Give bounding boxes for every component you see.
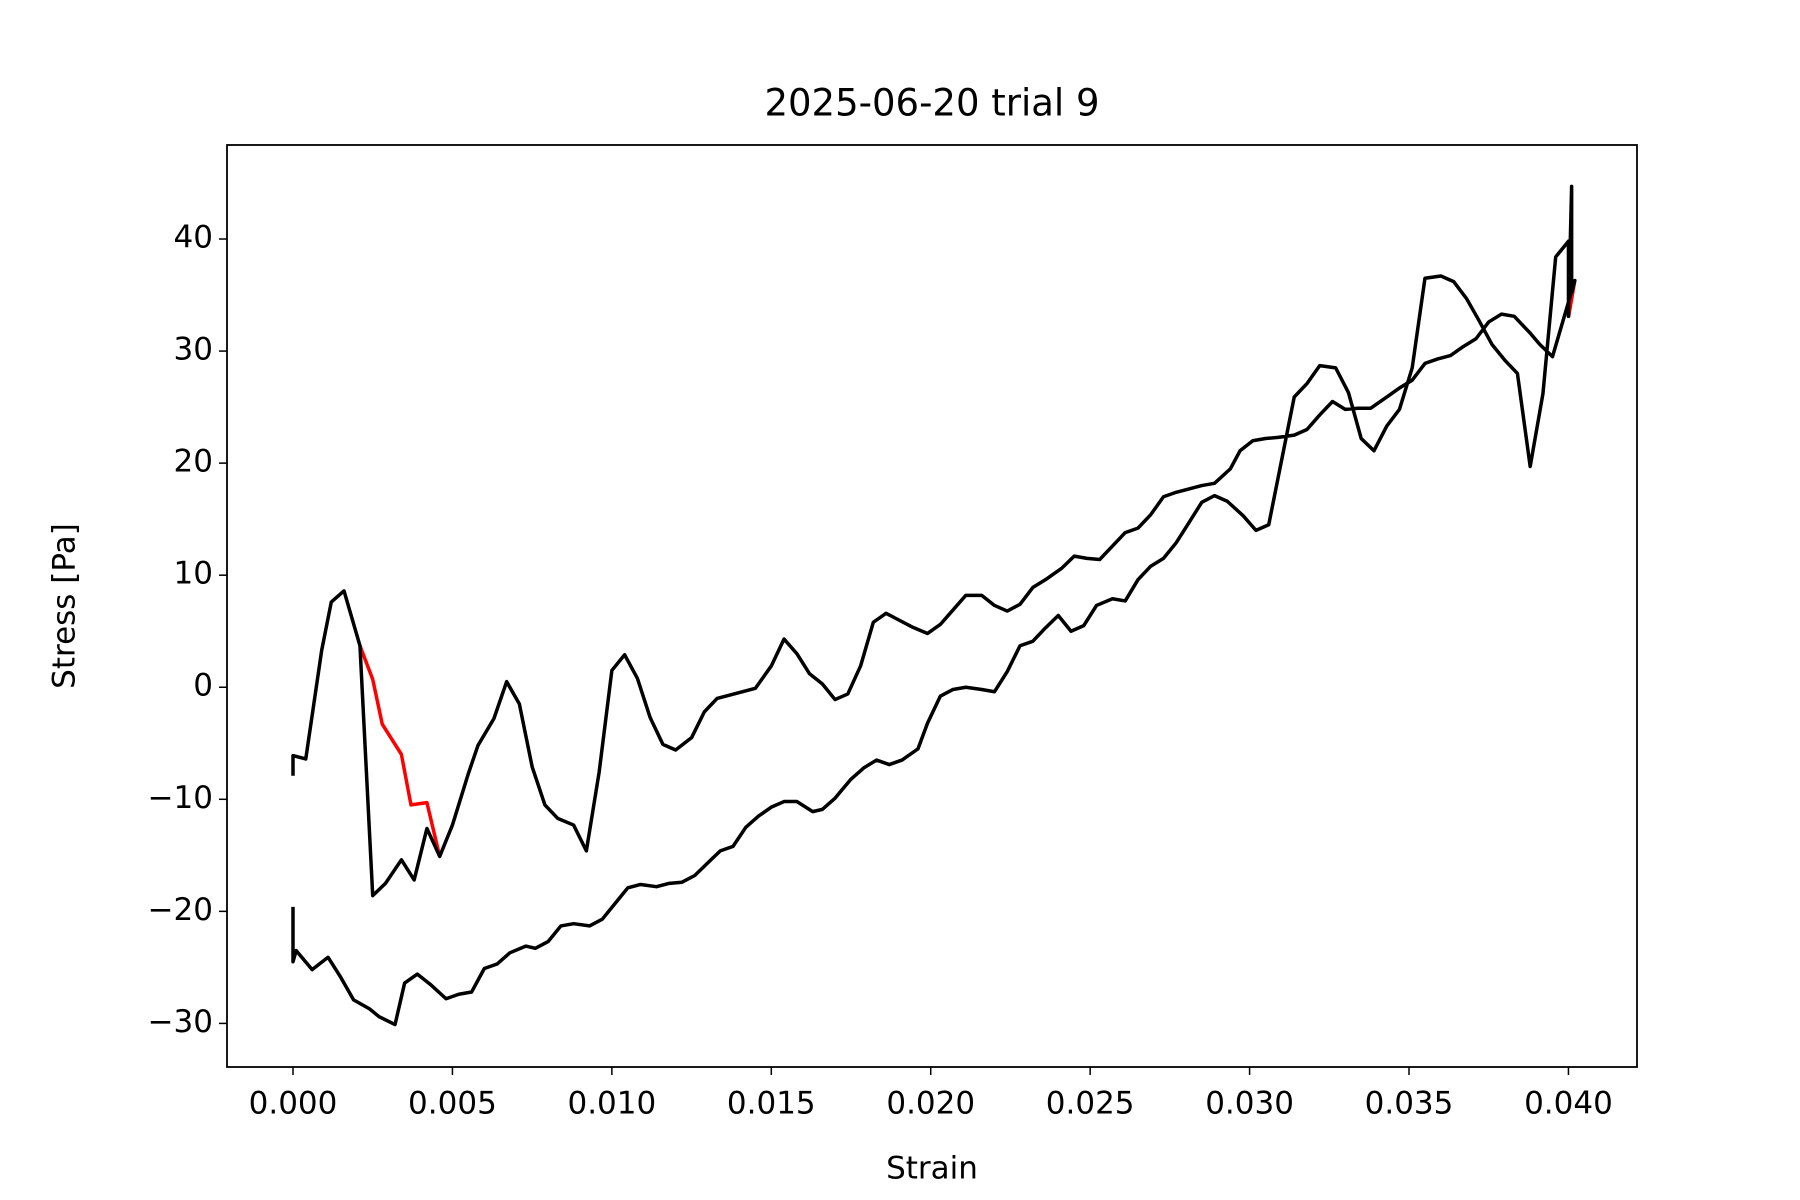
y-tick-label: 30 <box>174 332 213 368</box>
x-tick-label: 0.015 <box>727 1086 816 1122</box>
x-tick-label: 0.000 <box>249 1086 338 1122</box>
y-tick-label: 20 <box>174 444 213 480</box>
y-tick-label: −30 <box>148 1004 213 1040</box>
x-tick-label: 0.035 <box>1365 1086 1454 1122</box>
y-tick-label: −20 <box>148 892 213 928</box>
x-tick-label: 0.010 <box>567 1086 656 1122</box>
y-tick-label: −10 <box>148 780 213 816</box>
plot-frame <box>226 144 1638 1068</box>
y-tick-label: 40 <box>174 220 213 256</box>
x-axis-label: Strain <box>886 1151 978 1187</box>
x-tick-label: 0.030 <box>1205 1086 1294 1122</box>
y-tick-label: 0 <box>193 668 213 704</box>
x-tick-label: 0.040 <box>1524 1086 1613 1122</box>
x-tick-label: 0.020 <box>886 1086 975 1122</box>
series-line <box>291 184 1577 1027</box>
chart-title: 2025-06-20 trial 9 <box>764 82 1099 125</box>
series-line <box>358 280 1577 857</box>
y-axis-label: Stress [Pa] <box>47 523 83 689</box>
x-tick-label: 0.025 <box>1046 1086 1135 1122</box>
x-tick-label: 0.005 <box>408 1086 497 1122</box>
y-tick-label: 10 <box>174 556 213 592</box>
